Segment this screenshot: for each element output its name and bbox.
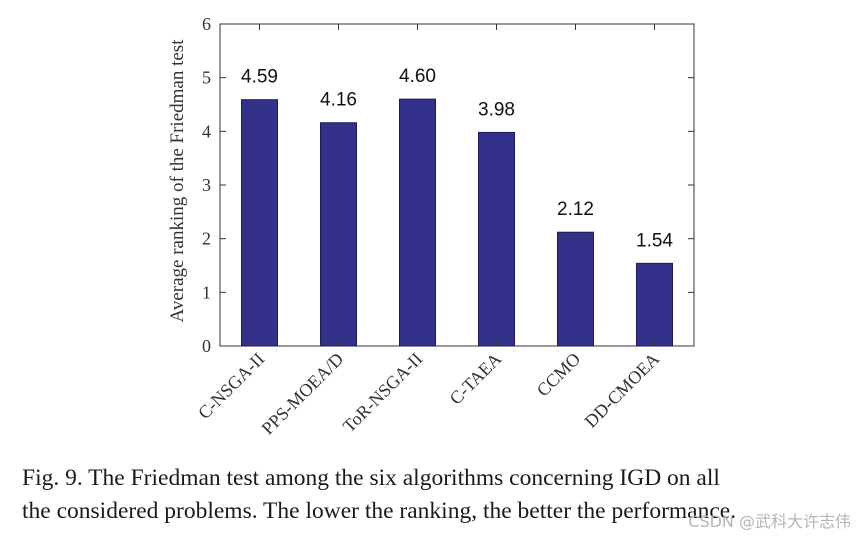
bar-3: [399, 98, 436, 347]
caption-line-1: Fig. 9. The Friedman test among the six …: [22, 465, 720, 491]
y-axis-title: Average ranking of the Friedman test: [167, 39, 188, 323]
y-tick-label-5: 5: [202, 68, 211, 88]
category-label-2: PPS-MOEA/D: [258, 349, 348, 439]
y-tick-label-0: 0: [202, 336, 211, 356]
data-label-2: 4.16: [320, 90, 357, 111]
y-tick-label-6: 6: [202, 14, 211, 34]
y-axis-title-group: Average ranking of the Friedman test: [167, 39, 188, 323]
category-label-6: DD-CMOEA: [581, 349, 664, 432]
csdn-watermark: CSDN @武科大许志伟: [688, 512, 851, 531]
data-label-5: 2.12: [557, 199, 594, 220]
category-label-1: C-NSGA-II: [194, 349, 268, 423]
y-tick-label-4: 4: [202, 121, 211, 141]
bar-5: [557, 231, 594, 347]
category-label-4: C-TAEA: [446, 349, 506, 409]
y-tick-label-3: 3: [202, 175, 211, 195]
axes-box: [219, 23, 695, 347]
bar-1: [241, 99, 278, 347]
caption-line-2: the considered problems. The lower the r…: [22, 498, 737, 524]
figure-caption: Fig. 9. The Friedman test among the six …: [22, 462, 857, 528]
bar-6: [636, 262, 673, 347]
data-label-3: 4.60: [399, 66, 436, 87]
data-label-4: 3.98: [478, 99, 515, 120]
plot-area: 0 1 2 3 4 5 6 4.59 C-NSGA-II 4.16 PPS-MOEA/D 4.60 To…: [194, 14, 695, 439]
data-label-1: 4.59: [241, 67, 278, 88]
y-tick-label-1: 1: [202, 282, 211, 302]
bar-chart: Average ranking of the Friedman test 0 1 2…: [167, 14, 695, 439]
bar-4: [478, 131, 515, 347]
category-label-3: ToR-NSGA-II: [339, 349, 426, 436]
bar-2: [320, 122, 357, 347]
data-label-6: 1.54: [636, 230, 673, 251]
y-tick-label-2: 2: [202, 229, 211, 249]
category-label-5: CCMO: [533, 349, 585, 401]
